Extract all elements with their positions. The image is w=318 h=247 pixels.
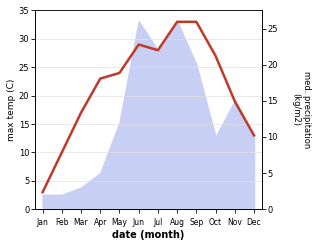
- Y-axis label: med. precipitation
(kg/m2): med. precipitation (kg/m2): [292, 71, 311, 148]
- X-axis label: date (month): date (month): [112, 230, 184, 240]
- Y-axis label: max temp (C): max temp (C): [7, 79, 16, 141]
